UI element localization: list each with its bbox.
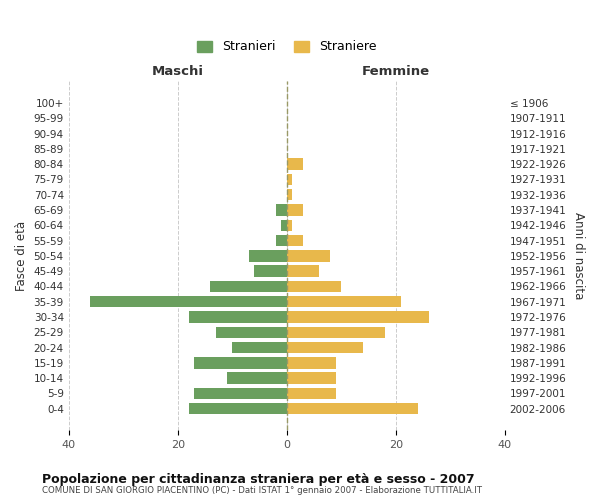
Legend: Stranieri, Straniere: Stranieri, Straniere bbox=[192, 36, 382, 59]
Bar bbox=[287, 372, 336, 384]
Bar bbox=[227, 372, 287, 384]
Bar bbox=[287, 342, 363, 353]
Bar bbox=[232, 342, 287, 353]
Y-axis label: Fasce di età: Fasce di età bbox=[15, 221, 28, 291]
Bar bbox=[287, 158, 303, 170]
Text: Popolazione per cittadinanza straniera per età e sesso - 2007: Popolazione per cittadinanza straniera p… bbox=[42, 472, 475, 486]
Bar bbox=[287, 266, 319, 277]
Bar bbox=[287, 326, 385, 338]
Bar bbox=[287, 220, 292, 231]
Bar bbox=[194, 357, 287, 368]
Bar bbox=[287, 312, 428, 322]
Bar bbox=[287, 357, 336, 368]
Bar bbox=[276, 204, 287, 216]
Bar bbox=[254, 266, 287, 277]
Bar bbox=[287, 189, 292, 200]
Bar bbox=[188, 403, 287, 414]
Bar bbox=[211, 280, 287, 292]
Bar bbox=[188, 312, 287, 322]
Y-axis label: Anni di nascita: Anni di nascita bbox=[572, 212, 585, 300]
Text: Maschi: Maschi bbox=[152, 65, 204, 78]
Bar bbox=[248, 250, 287, 262]
Text: Femmine: Femmine bbox=[362, 65, 430, 78]
Text: COMUNE DI SAN GIORGIO PIACENTINO (PC) - Dati ISTAT 1° gennaio 2007 - Elaborazion: COMUNE DI SAN GIORGIO PIACENTINO (PC) - … bbox=[42, 486, 482, 495]
Bar bbox=[287, 204, 303, 216]
Bar bbox=[194, 388, 287, 399]
Bar bbox=[287, 296, 401, 308]
Bar bbox=[281, 220, 287, 231]
Bar bbox=[276, 235, 287, 246]
Bar bbox=[287, 235, 303, 246]
Bar bbox=[287, 250, 331, 262]
Bar bbox=[287, 280, 341, 292]
Bar bbox=[287, 388, 336, 399]
Bar bbox=[287, 403, 418, 414]
Bar bbox=[216, 326, 287, 338]
Bar bbox=[91, 296, 287, 308]
Bar bbox=[287, 174, 292, 185]
